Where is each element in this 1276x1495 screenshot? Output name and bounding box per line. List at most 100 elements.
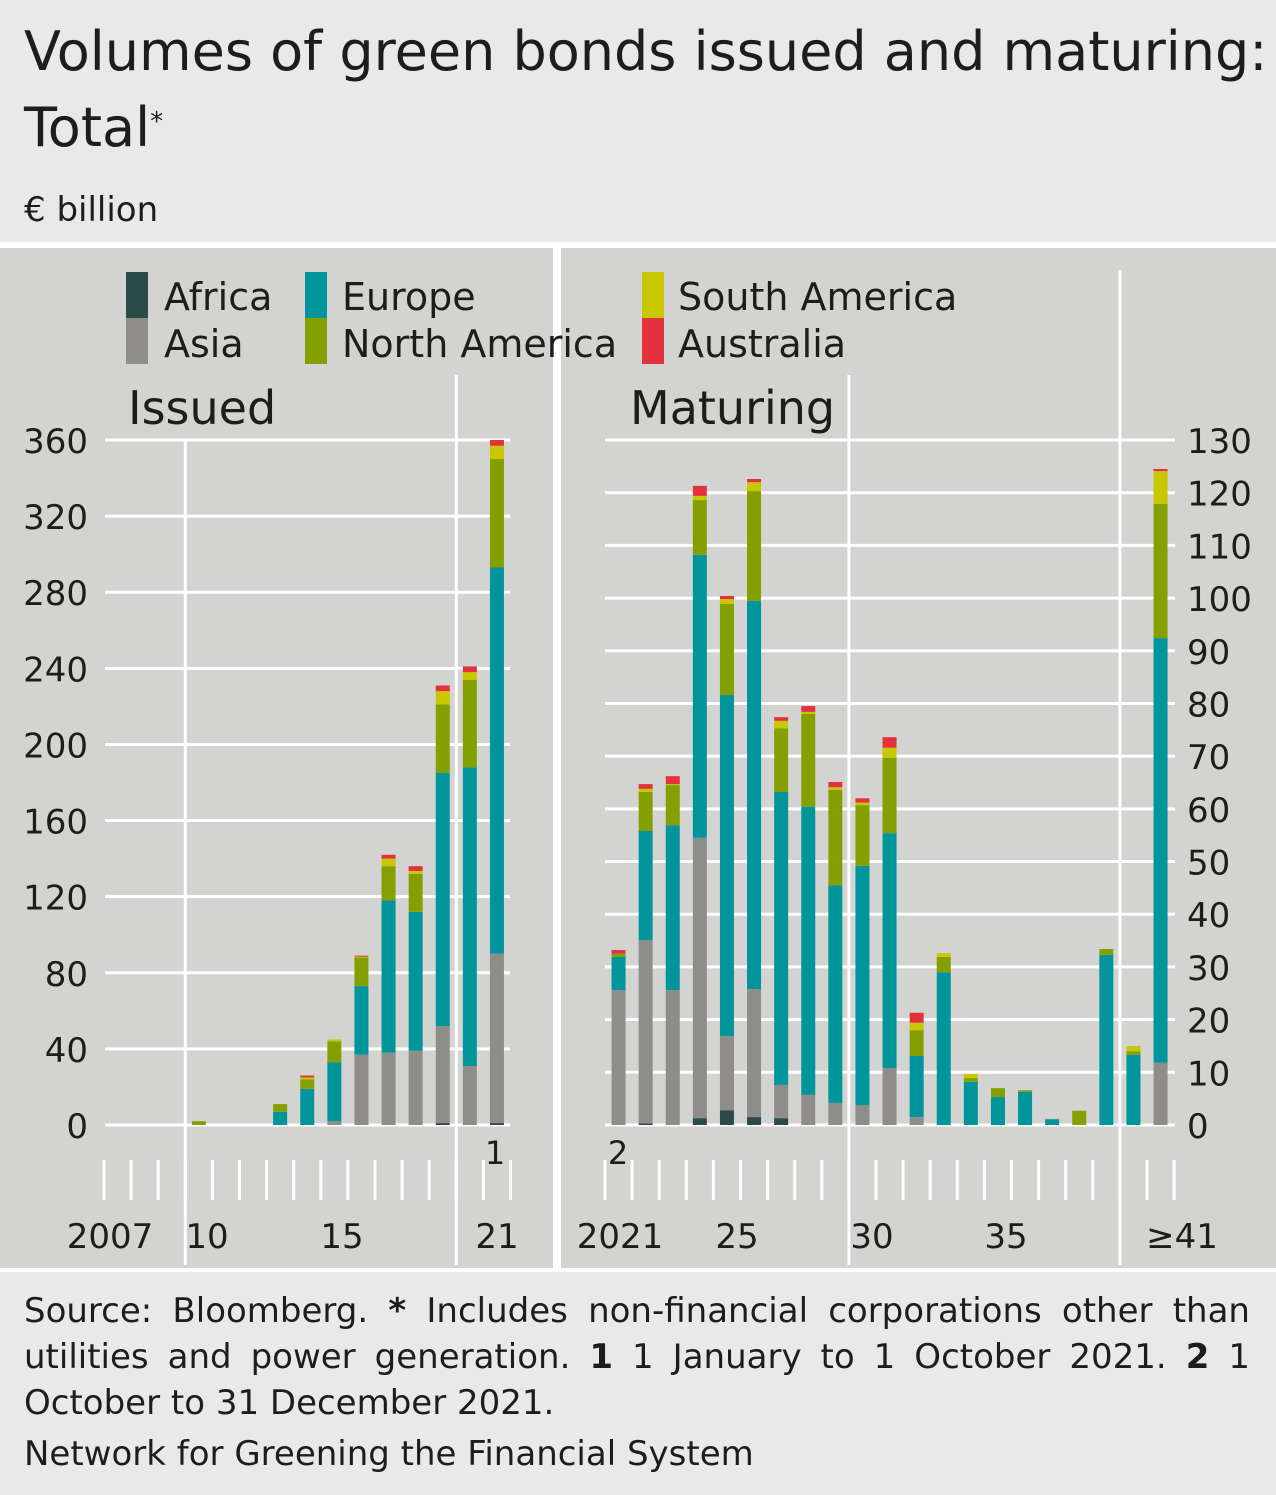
bar-2032-south-america	[909, 1022, 924, 1031]
bar-2034-europe	[963, 1081, 978, 1125]
bar-2017-south-america	[381, 858, 396, 867]
y-tick-label: 50	[1187, 844, 1230, 884]
bar-≥41-south-america	[1153, 471, 1168, 504]
y-tick-label: 200	[23, 726, 88, 766]
chart-title-text: Volumes of green bonds issued and maturi…	[24, 20, 1268, 159]
y-tick-label: 40	[1187, 896, 1230, 936]
note2-text: 1 October to 31 December 2021.	[24, 1337, 1251, 1423]
bar-2013-north-america	[273, 1104, 288, 1112]
bar-2017-asia	[381, 1052, 396, 1125]
bar-2015-europe	[327, 1062, 342, 1122]
bar-2030-australia	[855, 798, 870, 803]
y-tick-label: 0	[1187, 1107, 1209, 1147]
bar-2036-europe	[1018, 1091, 1033, 1125]
bar-2027-south-america	[774, 720, 789, 729]
bar-2017-north-america	[381, 866, 396, 901]
legend-swatch-south-america	[642, 272, 664, 318]
note1-marker: 1	[589, 1337, 614, 1377]
panel-title-issued: Issued	[128, 381, 276, 435]
legend-swatch-australia	[642, 318, 664, 364]
bar-2033-south-america	[936, 953, 951, 957]
bar-2024-south-america	[692, 495, 707, 501]
x-tick-label: 21	[475, 1217, 518, 1257]
footnote-marker: 1	[485, 1134, 505, 1172]
bar-2018-europe	[408, 911, 423, 1051]
bar-2028-europe	[801, 806, 816, 1095]
legend-label: Asia	[164, 322, 244, 366]
bar-2023-asia	[665, 990, 680, 1125]
x-tick-label: ≥41	[1146, 1217, 1218, 1257]
bar-2022-australia	[638, 784, 653, 789]
bar-2030-europe	[855, 865, 870, 1105]
note-star-text: Includes non-financial corporations othe…	[24, 1291, 1250, 1377]
bar-2014-europe	[300, 1088, 315, 1125]
legend-label: Europe	[342, 275, 476, 319]
bar-2027-australia	[774, 717, 789, 721]
bar-2018-north-america	[408, 873, 423, 912]
bar-2022-europe	[638, 830, 653, 941]
bar-2016-asia	[354, 1054, 369, 1125]
unit-label: € billion	[24, 190, 159, 230]
y-tick-label: 280	[23, 574, 88, 614]
y-tick-label: 70	[1187, 738, 1230, 778]
bar-2018-asia	[408, 1050, 423, 1125]
bar-2021-europe	[489, 567, 504, 954]
bar-2023-europe	[665, 825, 680, 991]
y-tick-label: 40	[45, 1031, 88, 1071]
chart-title: Volumes of green bonds issued and maturi…	[24, 14, 1276, 166]
bar-2022-africa	[638, 1123, 653, 1125]
bar-2034-south-america	[963, 1073, 978, 1079]
y-tick-label: 80	[1187, 685, 1230, 725]
y-tick-label: 30	[1187, 949, 1230, 989]
bar-2026-africa	[747, 1117, 762, 1125]
bar-2023-australia	[665, 776, 680, 785]
y-tick-label: 100	[1187, 580, 1252, 620]
bar-2021-australia	[489, 440, 504, 446]
x-tick-label: 25	[715, 1217, 758, 1257]
y-tick-label: 120	[1187, 475, 1252, 515]
bar-2013-europe	[273, 1111, 288, 1125]
bar-2040-europe	[1126, 1054, 1141, 1125]
y-tick-label: 10	[1187, 1054, 1230, 1094]
bar-2034-north-america	[963, 1078, 978, 1082]
bar-2025-north-america	[719, 603, 734, 696]
bar-2023-south-america	[665, 784, 680, 786]
bar-2024-europe	[692, 554, 707, 838]
bar-2019-north-america	[435, 704, 450, 773]
bar-2025-africa	[719, 1110, 734, 1125]
y-tick-label: 110	[1187, 527, 1252, 567]
title-footnote-marker: *	[150, 107, 164, 137]
bar-2025-europe	[719, 695, 734, 1036]
bar-2021-north-america	[489, 459, 504, 568]
bar-2040-north-america	[1126, 1051, 1141, 1055]
bar-2031-australia	[882, 737, 897, 748]
y-tick-label: 160	[23, 803, 88, 843]
bar-2023-north-america	[665, 785, 680, 826]
bar-2036-north-america	[1018, 1090, 1033, 1092]
legend-label: South America	[678, 275, 957, 319]
bar-2021-africa	[489, 1123, 504, 1125]
bar-2029-asia	[828, 1102, 843, 1125]
bar-2032-asia	[909, 1117, 924, 1125]
bar-2028-north-america	[801, 714, 816, 807]
bar-2039-europe	[1099, 954, 1114, 1125]
bar-2022-asia	[638, 940, 653, 1124]
bar-2038-north-america	[1072, 1110, 1087, 1125]
y-tick-label: 60	[1187, 791, 1230, 831]
bar-2025-asia	[719, 1035, 734, 1111]
bar-2039-north-america	[1099, 949, 1114, 955]
bar-2029-europe	[828, 885, 843, 1103]
bar-≥41-europe	[1153, 638, 1168, 1063]
bar-2010-north-america	[191, 1121, 206, 1125]
x-tick-label: 2021	[577, 1217, 664, 1257]
bar-2026-south-america	[747, 482, 762, 492]
bar-2024-asia	[692, 837, 707, 1119]
bar-2032-europe	[909, 1055, 924, 1118]
legend-swatch-africa	[126, 272, 148, 318]
bar-2026-europe	[747, 600, 762, 990]
bar-2020-europe	[462, 767, 477, 1067]
bar-2020-asia	[462, 1066, 477, 1125]
bar-2015-north-america	[327, 1041, 342, 1063]
note2-marker: 2	[1185, 1337, 1210, 1377]
bar-2029-south-america	[828, 787, 843, 790]
